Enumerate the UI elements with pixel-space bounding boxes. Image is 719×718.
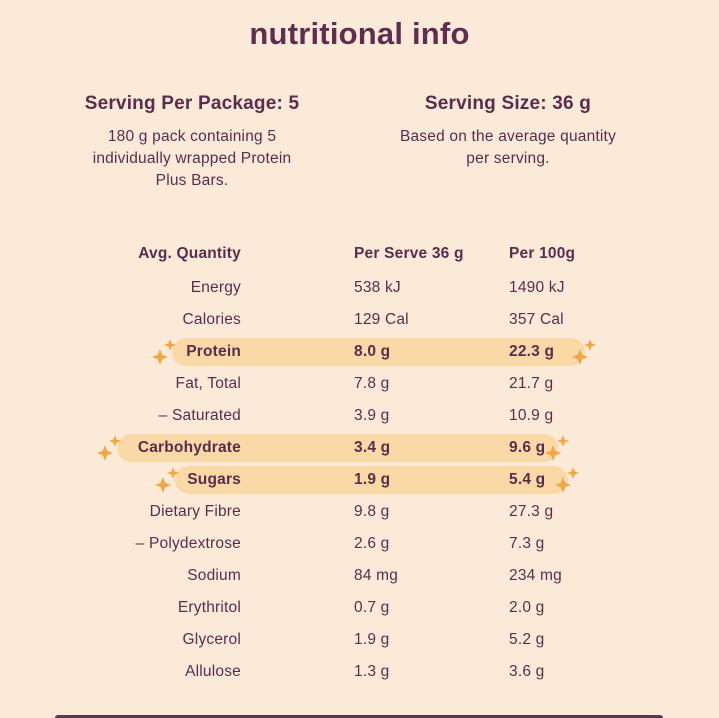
row-label: Fat, Total: [175, 375, 241, 392]
row-per-serve-value: 129 Cal: [354, 311, 409, 328]
highlight-pill: [172, 338, 585, 366]
row-label: – Polydextrose: [135, 535, 241, 552]
page-title: nutritional info: [249, 16, 470, 51]
table-row: Protein 8.0 g 22.3 g: [0, 336, 719, 368]
row-per-100g-value: 22.3 g: [509, 343, 555, 360]
header-avg-quantity: Avg. Quantity: [138, 245, 241, 262]
table-body: Energy 538 kJ 1490 kJ Calories 129 Cal 3…: [0, 272, 719, 688]
serving-per-package-block: Serving Per Package: 5 180 g pack contai…: [82, 92, 302, 192]
row-label: Sugars: [187, 471, 241, 488]
sparkle-icon: [155, 465, 181, 495]
row-per-100g-value: 3.6 g: [509, 663, 545, 680]
row-per-serve-value: 3.9 g: [354, 407, 390, 424]
row-per-serve-value: 1.3 g: [354, 663, 390, 680]
serving-size-heading: Serving Size: 36 g: [424, 93, 592, 114]
serving-per-package-description: 180 g pack containing 5 individually wra…: [92, 128, 292, 189]
highlight-pill: [175, 466, 568, 494]
sparkle-icon: [572, 337, 598, 367]
table-row: Allulose 1.3 g 3.6 g: [0, 656, 719, 688]
row-per-serve-value: 0.7 g: [354, 599, 390, 616]
nutrition-table: Avg. Quantity Per Serve 36 g Per 100g En…: [0, 236, 719, 688]
sparkle-icon: [152, 337, 178, 367]
table-row: Energy 538 kJ 1490 kJ: [0, 272, 719, 304]
row-per-serve-value: 9.8 g: [354, 503, 390, 520]
serving-per-package-heading: Serving Per Package: 5: [84, 93, 300, 114]
sparkle-icon: [545, 433, 571, 463]
row-label: Erythritol: [177, 599, 241, 616]
table-row: Erythritol 0.7 g 2.0 g: [0, 592, 719, 624]
row-per-serve-value: 1.9 g: [354, 471, 391, 488]
row-per-serve-value: 3.4 g: [354, 439, 391, 456]
table-row: Carbohydrate 3.4 g 9.6 g: [0, 432, 719, 464]
row-per-100g-value: 234 mg: [509, 567, 562, 584]
row-per-100g-value: 7.3 g: [509, 535, 545, 552]
row-label: Protein: [186, 343, 241, 360]
row-label: – Saturated: [158, 407, 241, 424]
row-per-serve-value: 8.0 g: [354, 343, 391, 360]
table-row: Glycerol 1.9 g 5.2 g: [0, 624, 719, 656]
row-per-100g-value: 1490 kJ: [509, 279, 565, 296]
table-row: – Polydextrose 2.6 g 7.3 g: [0, 528, 719, 560]
row-label: Calories: [182, 311, 241, 328]
row-per-100g-value: 21.7 g: [509, 375, 554, 392]
row-per-100g-value: 9.6 g: [509, 439, 546, 456]
row-per-serve-value: 7.8 g: [354, 375, 390, 392]
row-per-serve-value: 538 kJ: [354, 279, 401, 296]
table-row: Fat, Total 7.8 g 21.7 g: [0, 368, 719, 400]
row-label: Energy: [190, 279, 241, 296]
serving-size-block: Serving Size: 36 g Based on the average …: [388, 92, 628, 170]
row-per-100g-value: 10.9 g: [509, 407, 554, 424]
row-per-100g-value: 2.0 g: [509, 599, 545, 616]
table-row: Calories 129 Cal 357 Cal: [0, 304, 719, 336]
table-header-row: Avg. Quantity Per Serve 36 g Per 100g: [0, 236, 719, 272]
sparkle-icon: [97, 433, 123, 463]
row-label: Sodium: [187, 567, 241, 584]
row-per-100g-value: 27.3 g: [509, 503, 554, 520]
row-per-100g-value: 5.4 g: [509, 471, 546, 488]
row-per-serve-value: 1.9 g: [354, 631, 390, 648]
row-label: Dietary Fibre: [149, 503, 241, 520]
row-label: Glycerol: [182, 631, 241, 648]
row-per-100g-value: 5.2 g: [509, 631, 545, 648]
row-per-serve-value: 84 mg: [354, 567, 399, 584]
row-label: Carbohydrate: [137, 439, 241, 456]
row-per-100g-value: 357 Cal: [509, 311, 564, 328]
next-section-top-edge: [55, 715, 663, 718]
row-label: Allulose: [185, 663, 241, 680]
table-row: – Saturated 3.9 g 10.9 g: [0, 400, 719, 432]
header-per-serve: Per Serve 36 g: [354, 245, 464, 262]
table-row: Sugars 1.9 g 5.4 g: [0, 464, 719, 496]
header-per-100g: Per 100g: [509, 245, 576, 262]
row-per-serve-value: 2.6 g: [354, 535, 390, 552]
highlight-pill: [117, 434, 558, 462]
table-row: Sodium 84 mg 234 mg: [0, 560, 719, 592]
serving-size-description: Based on the average quantity per servin…: [399, 128, 617, 167]
table-row: Dietary Fibre 9.8 g 27.3 g: [0, 496, 719, 528]
sparkle-icon: [555, 465, 581, 495]
